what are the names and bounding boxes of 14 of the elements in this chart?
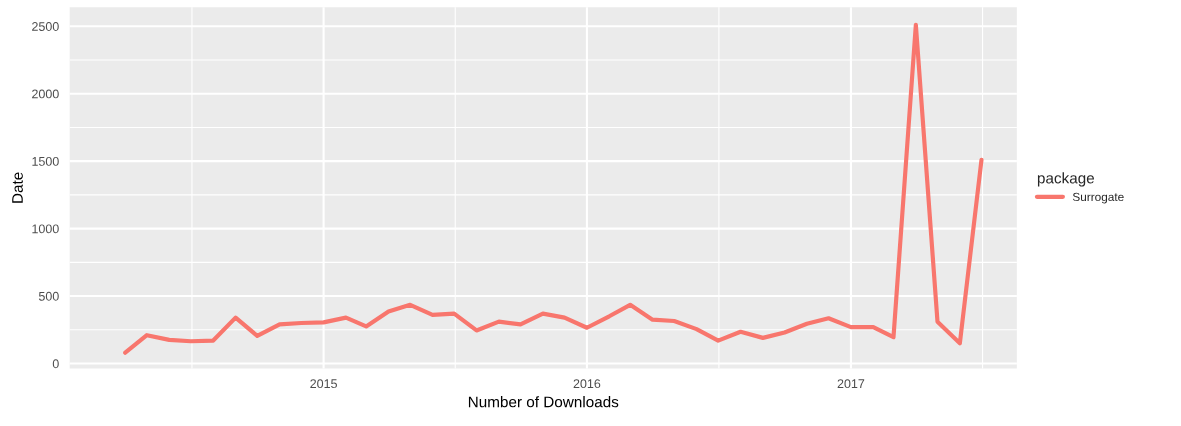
- x-tick-label: 2016: [573, 379, 601, 389]
- x-tick-label: 2017: [837, 379, 865, 389]
- y-tick-label: 1500: [32, 156, 59, 166]
- y-tick-label: 2000: [32, 89, 59, 99]
- legend-title: package: [1037, 172, 1095, 187]
- x-axis-title: Number of Downloads: [468, 396, 619, 408]
- y-tick-label: 0: [52, 359, 59, 369]
- y-tick-label: 1000: [32, 224, 59, 234]
- x-tick-label: 2015: [310, 379, 337, 389]
- line-series: [123, 22, 984, 355]
- y-tick-label: 2500: [32, 22, 59, 31]
- y-axis-title: Date: [12, 172, 23, 203]
- y-tick-label: 500: [38, 291, 59, 301]
- legend-label: Surrogate: [1072, 192, 1124, 204]
